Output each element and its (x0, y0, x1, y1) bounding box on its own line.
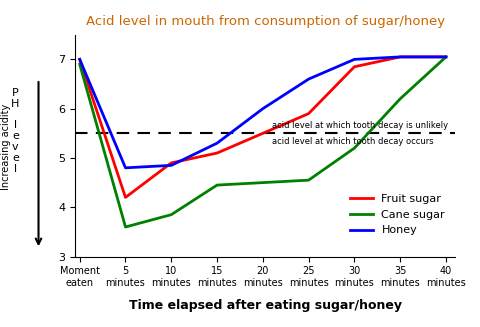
Text: acid level at which tooth decay is unlikely: acid level at which tooth decay is unlik… (271, 121, 447, 130)
Text: acid level at which tooth decay occurs: acid level at which tooth decay occurs (271, 137, 432, 146)
Text: Increasing acidity: Increasing acidity (1, 104, 11, 190)
Title: Acid level in mouth from consumption of sugar/honey: Acid level in mouth from consumption of … (85, 15, 444, 28)
Text: P
H
 
l
e
v
e
l: P H l e v e l (11, 88, 20, 174)
Legend: Fruit sugar, Cane sugar, Honey: Fruit sugar, Cane sugar, Honey (345, 190, 449, 240)
X-axis label: Time elapsed after eating sugar/honey: Time elapsed after eating sugar/honey (128, 299, 401, 312)
